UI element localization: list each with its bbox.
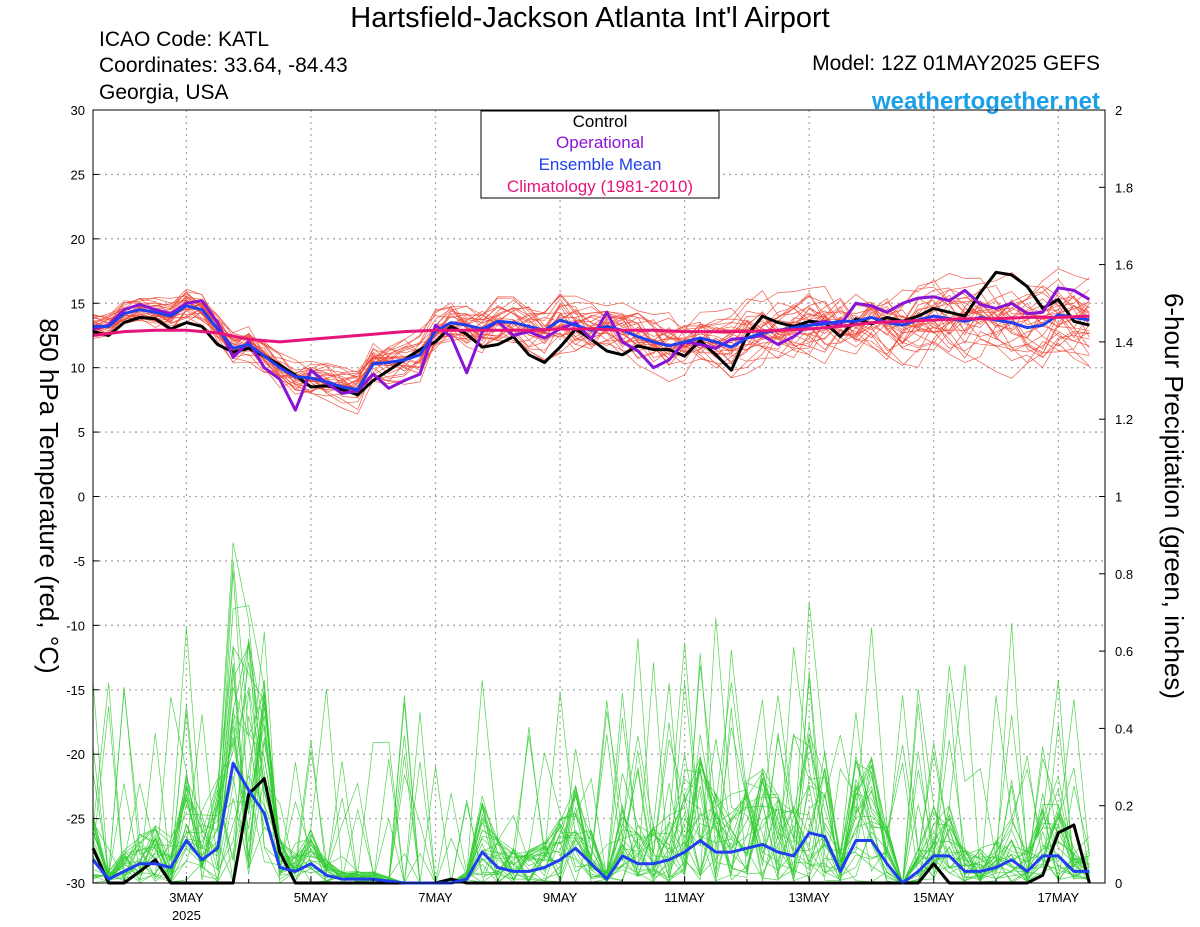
model-run: Model: 12Z 01MAY2025 GEFS (812, 52, 1100, 75)
y-tick-label: 20 (71, 232, 85, 247)
precip-member-line (92, 638, 1090, 884)
precip-member-line (92, 605, 1090, 884)
temp-member-line (92, 273, 1090, 404)
y-tick-label: -5 (73, 554, 85, 569)
legend-box (480, 110, 720, 199)
temp-member-line (92, 304, 1090, 386)
y-tick-label: 10 (71, 361, 85, 376)
y-tick-label: -10 (66, 618, 85, 633)
y2-tick-label: 0.8 (1115, 567, 1133, 582)
y-tick-label: -20 (66, 747, 85, 762)
y-tick-label: -25 (66, 812, 85, 827)
legend-control: Control (573, 112, 628, 131)
y2-tick-label: 1.6 (1115, 258, 1133, 273)
x-tick-sublabel: 2025 (172, 908, 201, 923)
y2-tick-label: 0.6 (1115, 644, 1133, 659)
precip-member-line (92, 644, 1090, 884)
y-tick-label: 15 (71, 296, 85, 311)
temp-member-line (92, 277, 1090, 392)
region: Georgia, USA (99, 81, 229, 104)
y2-tick-label: 1.8 (1115, 180, 1133, 195)
precip-member-line (92, 626, 1090, 884)
x-tick-label: 5MAY (294, 890, 329, 905)
precip-member-line (92, 662, 1090, 885)
precip-line-ensemble-mean (91, 761, 1090, 885)
y2-tick-label: 0 (1115, 876, 1122, 891)
precip-member-line (92, 641, 1090, 884)
y-tick-label: 30 (71, 103, 85, 118)
y2-tick-label: 1.4 (1115, 335, 1133, 350)
ensemble-members (92, 268, 1090, 885)
temp-member-line (92, 287, 1090, 381)
x-tick-label: 7MAY (418, 890, 453, 905)
x-tick-label: 11MAY (664, 890, 705, 905)
y-tick-label: -30 (66, 876, 85, 891)
coordinates: Coordinates: 33.64, -84.43 (99, 54, 348, 77)
temp-line-climatology-1981-2010- (92, 314, 1090, 344)
legend-operational: Operational (556, 133, 644, 152)
x-tick-label: 17MAY (1037, 890, 1079, 905)
y-tick-label: 0 (78, 490, 85, 505)
temp-member-line (92, 285, 1090, 415)
y-axis-label-left: 850 hPa Temperature (red, °C) (34, 318, 64, 673)
icao-code: ICAO Code: KATL (99, 28, 270, 51)
y-tick-label: 25 (71, 167, 85, 182)
axes: 302520151050-5-10-15-20-25-3021.81.61.41… (66, 103, 1133, 923)
y2-tick-label: 0.4 (1115, 721, 1133, 736)
y2-tick-label: 0.2 (1115, 799, 1133, 814)
precip-member-line (92, 677, 1090, 884)
y2-tick-label: 1.2 (1115, 412, 1133, 427)
y2-tick-label: 1 (1115, 490, 1122, 505)
temp-member-line (92, 295, 1090, 393)
chart-title: Hartsfield-Jackson Atlanta Int'l Airport (350, 2, 830, 34)
legend-ensemble-mean: Ensemble Mean (539, 155, 662, 174)
y2-tick-label: 2 (1115, 103, 1122, 118)
y-tick-label: -15 (66, 683, 85, 698)
temp-member-line (92, 279, 1090, 388)
x-tick-label: 13MAY (788, 890, 830, 905)
x-tick-label: 9MAY (543, 890, 578, 905)
temp-line-operational (92, 286, 1091, 412)
precip-member-line (92, 642, 1090, 884)
y-axis-label-right: 6-hour Precipitation (green, inches) (1159, 293, 1189, 699)
x-tick-label: 3MAY (169, 890, 204, 905)
legend: Control Operational Ensemble Mean Climat… (480, 110, 720, 199)
y-tick-label: 5 (78, 425, 85, 440)
x-tick-label: 15MAY (913, 890, 955, 905)
legend-climatology: Climatology (1981-2010) (507, 177, 693, 196)
